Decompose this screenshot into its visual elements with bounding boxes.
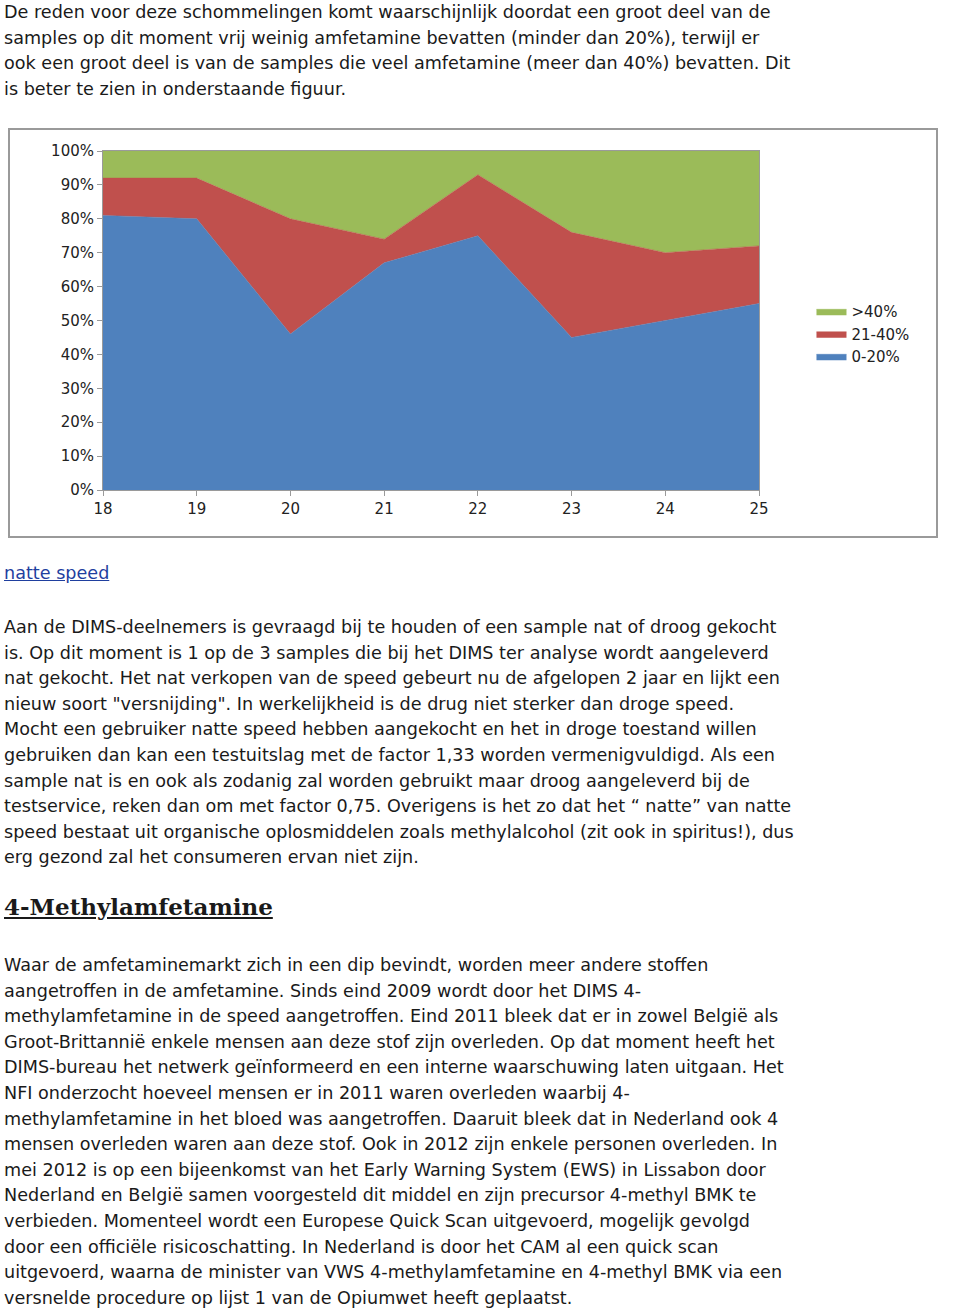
svg-text:40%: 40% [61,346,94,364]
html-text:4-Methylamfetamine: 4-Methylamfetamine [4,893,273,920]
html-text:Mocht een gebruiker natte spee: Mocht een gebruiker natte speed hebben a… [4,719,757,740]
svg-text:21: 21 [375,500,394,518]
html-text:De reden voor deze schommeling: De reden voor deze schommelingen komt wa… [4,2,771,22]
svg-text:0%: 0% [70,481,94,499]
svg-text:20: 20 [281,500,300,518]
html-text:Aan de DIMS-deelnemers is gevr: Aan de DIMS-deelnemers is gevraagd bij t… [4,617,777,637]
svg-text:90%: 90% [61,176,94,194]
html-text:natte speed: natte speed [4,563,110,583]
html-text:ook een groot deel is van de s: ook een groot deel is van de samples die… [4,53,791,74]
html-text:Waar de amfetaminemarkt zich i: Waar de amfetaminemarkt zich in een dip … [4,955,709,975]
svg-text:24: 24 [656,500,675,518]
html-text:sample nat is en ook als zodan: sample nat is en ook als zodanig zal wor… [4,770,750,791]
html-text:is beter te zien in onderstaan: is beter te zien in onderstaande figuur. [4,78,347,99]
html-text:Groot-Brittannië enkele mensen: Groot-Brittannië enkele mensen aan deze … [4,1031,775,1052]
svg-text:>40%: >40% [851,303,897,321]
svg-text:80%: 80% [61,210,94,228]
html-text:samples op dit moment vrij wei: samples op dit moment vrij weinig amfeta… [4,27,760,48]
html-text:methylamfetamine in het bloed: methylamfetamine in het bloed was aanget… [4,1108,779,1129]
html-text:aangetroffen in de amfetamine.: aangetroffen in de amfetamine. Sinds ein… [4,980,641,1001]
html-text:mei 2012 is op een bijeenkomst: mei 2012 is op een bijeenkomst van het E… [4,1159,766,1180]
html-text:verbieden. Momenteel wordt een: verbieden. Momenteel wordt een Europese … [4,1210,750,1231]
svg-text:70%: 70% [61,244,94,262]
html-text:versnelde procedure op lijst 1: versnelde procedure op lijst 1 van de Op… [4,1287,573,1308]
svg-text:21-40%: 21-40% [851,326,909,344]
svg-text:100%: 100% [51,142,94,160]
html-text:testservice, reken dan om met: testservice, reken dan om met factor 0,7… [4,796,792,817]
html-text:is. Op dit moment is 1 op de 3: is. Op dit moment is 1 op de 3 samples d… [4,642,769,663]
html-text:uitgevoerd, waarna de minister: uitgevoerd, waarna de minister van VWS 4… [4,1262,782,1283]
html-text:speed bestaat uit organische o: speed bestaat uit organische oplosmiddel… [4,821,794,842]
html-text:nieuw soort "versnijding". In: nieuw soort "versnijding". In werkelijkh… [4,693,734,714]
svg-text:18: 18 [93,500,112,518]
html-text:door een officiële risicoschat: door een officiële risicoschatting. In N… [4,1236,719,1257]
html-text:gebruiken dan kan een testuits: gebruiken dan kan een testuitslag met de… [4,745,775,765]
html-text:mensen overleden waren aan dez: mensen overleden waren aan deze stof. Oo… [4,1134,778,1155]
html-text:DIMS-bureau het netwerk geïnfo: DIMS-bureau het netwerk geïnformeerd en … [4,1057,784,1078]
svg-text:50%: 50% [61,312,94,330]
html-text:methylamfetamine in de speed a: methylamfetamine in de speed aangetroffe… [4,1006,779,1027]
svg-text:20%: 20% [61,413,94,431]
svg-text:25: 25 [749,500,768,518]
svg-text:23: 23 [562,500,581,518]
svg-text:22: 22 [468,500,487,518]
html-text:Nederland en België samen voor: Nederland en België samen voorgesteld di… [4,1185,757,1206]
svg-text:60%: 60% [61,278,94,296]
svg-text:0-20%: 0-20% [851,348,899,366]
html-text:erg gezond zal het consumeren: erg gezond zal het consumeren ervan niet… [4,847,419,868]
svg-text:30%: 30% [61,380,94,398]
svg-text:19: 19 [187,500,206,518]
html-text:nat gekocht. Het nat verkopen: nat gekocht. Het nat verkopen van de spe… [4,668,780,689]
html-text:NFI onderzocht hoeveel mensen: NFI onderzocht hoeveel mensen er in 2011… [4,1083,630,1103]
svg-text:10%: 10% [61,447,94,465]
